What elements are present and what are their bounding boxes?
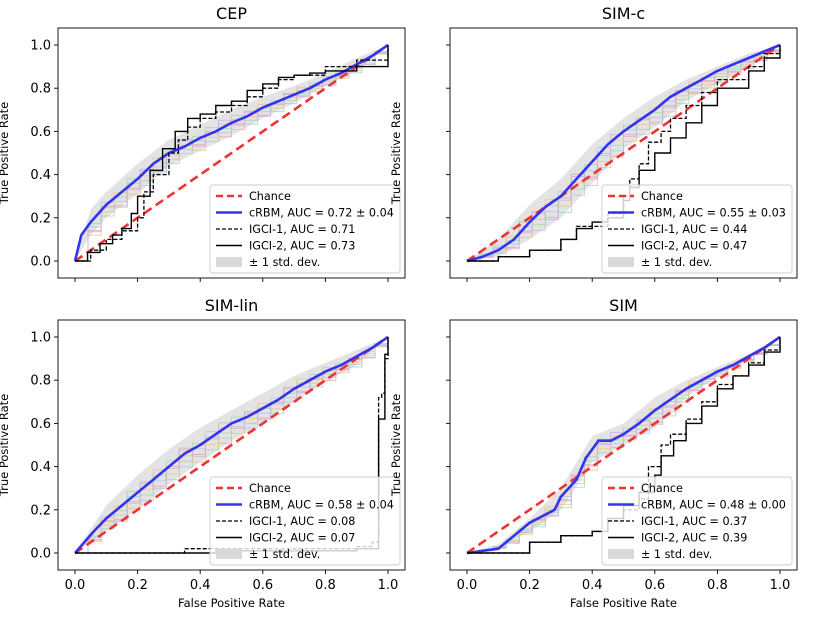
roc-panel-sim: 0.0 0.2 0.4 0.6 0.8 1.0 SIM True Positive Rate F… bbox=[389, 296, 798, 610]
chance-line bbox=[466, 335, 781, 555]
legend-label: Chance bbox=[641, 190, 683, 203]
legend-label: IGCI-2, AUC = 0.47 bbox=[641, 240, 747, 253]
legend-label: IGCI-2, AUC = 0.07 bbox=[249, 532, 355, 545]
plot-area bbox=[466, 335, 781, 555]
x-tick-label: 0.6 bbox=[644, 578, 665, 593]
y-tick-label: 0.4 bbox=[30, 460, 51, 475]
x-axis-label: False Positive Rate bbox=[570, 596, 677, 610]
legend-band-handle bbox=[608, 257, 634, 267]
legend-label: cRBM, AUC = 0.55 ± 0.03 bbox=[641, 207, 786, 220]
y-tick-label: 0.2 bbox=[30, 503, 51, 518]
x-tick-label: 0.4 bbox=[582, 578, 603, 593]
legend-label: IGCI-2, AUC = 0.73 bbox=[249, 240, 355, 253]
legend-label: ± 1 std. dev. bbox=[641, 548, 712, 561]
legend-label: IGCI-1, AUC = 0.08 bbox=[249, 515, 355, 528]
legend-label: Chance bbox=[249, 482, 291, 495]
legend-label: cRBM, AUC = 0.72 ± 0.04 bbox=[249, 207, 394, 220]
panel-title: SIM bbox=[609, 296, 638, 315]
roc-panel-sim-c: SIM-c True Positive Rate Chance cRBM, AUC =… bbox=[389, 4, 798, 282]
legend-label: Chance bbox=[249, 190, 291, 203]
legend-label: IGCI-1, AUC = 0.71 bbox=[249, 223, 355, 236]
x-tick-label: 0.4 bbox=[190, 578, 211, 593]
y-axis-label: True Positive Rate bbox=[389, 102, 403, 205]
x-tick-label: 0.0 bbox=[65, 578, 86, 593]
chance-line bbox=[74, 335, 389, 555]
igci2-curve bbox=[75, 45, 389, 262]
igci2-curve bbox=[467, 337, 781, 554]
y-axis-label: True Positive Rate bbox=[389, 394, 403, 497]
y-tick-label: 0.4 bbox=[30, 168, 51, 183]
legend-band-handle bbox=[608, 549, 634, 559]
y-tick-label: 0.8 bbox=[30, 82, 51, 97]
x-tick-label: 0.8 bbox=[315, 578, 336, 593]
y-tick-label: 0.6 bbox=[30, 417, 51, 432]
crbm-curve bbox=[73, 43, 389, 262]
legend: Chance cRBM, AUC = 0.58 ± 0.04 IGCI-1, AUC… bbox=[209, 476, 401, 566]
y-tick-label: 1.0 bbox=[30, 39, 51, 54]
legend: Chance cRBM, AUC = 0.72 ± 0.04 IGCI-1, AUC… bbox=[209, 184, 401, 274]
panel-title: SIM-lin bbox=[205, 296, 258, 315]
x-tick-label: 0.2 bbox=[127, 578, 148, 593]
legend-label: IGCI-2, AUC = 0.39 bbox=[641, 532, 747, 545]
legend-band-handle bbox=[216, 549, 242, 559]
chance-line bbox=[74, 43, 389, 263]
x-tick-label: 0.0 bbox=[457, 578, 478, 593]
legend-band-handle bbox=[216, 257, 242, 267]
x-tick-label: 0.2 bbox=[519, 578, 540, 593]
x-tick-label: 0.6 bbox=[252, 578, 273, 593]
y-axis-label: True Positive Rate bbox=[0, 102, 11, 205]
legend: Chance cRBM, AUC = 0.48 ± 0.00 IGCI-1, AUC… bbox=[601, 476, 793, 566]
axes-frame bbox=[449, 27, 798, 279]
legend-label: IGCI-1, AUC = 0.44 bbox=[641, 223, 747, 236]
axes-frame bbox=[449, 319, 798, 571]
fold-curve bbox=[75, 337, 389, 554]
axes-frame bbox=[57, 27, 406, 279]
legend: Chance cRBM, AUC = 0.55 ± 0.03 IGCI-1, AUC… bbox=[601, 184, 793, 274]
legend-label: cRBM, AUC = 0.48 ± 0.00 bbox=[641, 499, 786, 512]
x-tick-label: 0.8 bbox=[707, 578, 728, 593]
crbm-curve bbox=[74, 335, 389, 554]
y-tick-label: 0.0 bbox=[30, 547, 51, 562]
panel-title: CEP bbox=[216, 4, 247, 23]
y-tick-label: 0.2 bbox=[30, 211, 51, 226]
x-axis-label: False Positive Rate bbox=[178, 596, 285, 610]
legend-box bbox=[601, 184, 793, 274]
crbm-curve bbox=[466, 335, 781, 555]
y-tick-label: 0.0 bbox=[30, 255, 51, 270]
plot-area bbox=[73, 43, 389, 263]
legend-box bbox=[209, 476, 401, 566]
legend-box bbox=[209, 184, 401, 274]
y-tick-label: 0.8 bbox=[30, 374, 51, 389]
x-tick-label: 1.0 bbox=[770, 578, 791, 593]
plot-area bbox=[466, 43, 781, 263]
y-tick-label: 1.0 bbox=[30, 331, 51, 346]
fold-curve bbox=[75, 337, 389, 554]
legend-label: ± 1 std. dev. bbox=[641, 256, 712, 269]
plot-area bbox=[74, 335, 389, 555]
chance-line bbox=[466, 43, 781, 263]
crbm-curve bbox=[466, 43, 781, 263]
legend-label: Chance bbox=[641, 482, 683, 495]
igci1-curve bbox=[467, 45, 781, 262]
legend-label: cRBM, AUC = 0.58 ± 0.04 bbox=[249, 499, 394, 512]
y-tick-label: 0.6 bbox=[30, 125, 51, 140]
panel-title: SIM-c bbox=[602, 4, 645, 23]
legend-label: ± 1 std. dev. bbox=[249, 548, 320, 561]
fold-curve bbox=[467, 337, 781, 554]
legend-label: IGCI-1, AUC = 0.37 bbox=[641, 515, 747, 528]
legend-box bbox=[601, 476, 793, 566]
y-axis-label: True Positive Rate bbox=[0, 394, 11, 497]
x-tick-label: 1.0 bbox=[378, 578, 399, 593]
axes-frame bbox=[57, 319, 406, 571]
legend-label: ± 1 std. dev. bbox=[249, 256, 320, 269]
roc-panel-sim-lin: 0.0 0.2 0.4 0.6 0.8 1.0 0.0 0.2 0.4 0.6 0.8 1.0 SIM-… bbox=[0, 296, 406, 610]
